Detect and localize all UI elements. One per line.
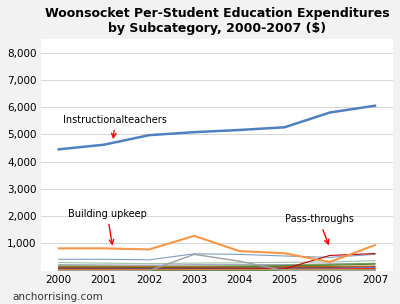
Text: Instructionalteachers: Instructionalteachers xyxy=(63,115,167,138)
Text: anchorrising.com: anchorrising.com xyxy=(12,292,103,302)
Title: Woonsocket Per-Student Education Expenditures
by Subcategory, 2000-2007 ($): Woonsocket Per-Student Education Expendi… xyxy=(44,7,389,35)
Text: Building upkeep: Building upkeep xyxy=(68,209,146,244)
Text: Pass-throughs: Pass-throughs xyxy=(285,214,354,244)
